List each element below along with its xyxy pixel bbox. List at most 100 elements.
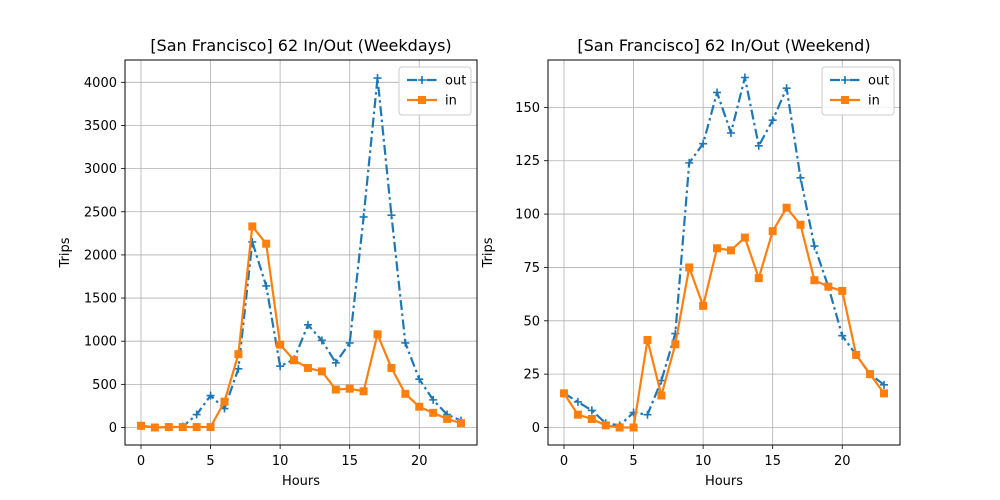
data-point-in bbox=[768, 227, 777, 236]
data-point-out bbox=[387, 211, 396, 220]
data-point-in bbox=[852, 350, 861, 359]
data-point-in bbox=[317, 367, 326, 376]
y-tick-label: 3500 bbox=[84, 119, 117, 134]
data-point-in bbox=[838, 286, 847, 295]
data-point-in bbox=[220, 397, 229, 406]
data-point-out bbox=[192, 410, 201, 419]
data-point-out bbox=[234, 364, 243, 373]
data-point-in bbox=[880, 389, 888, 398]
data-point-in bbox=[740, 233, 749, 242]
data-point-out bbox=[699, 139, 708, 148]
data-point-out bbox=[345, 338, 354, 347]
y-tick-label: 4000 bbox=[84, 76, 117, 91]
data-point-out bbox=[359, 212, 368, 221]
data-point-out bbox=[754, 141, 763, 150]
data-point-in bbox=[262, 239, 271, 248]
data-point-out bbox=[726, 128, 735, 137]
data-point-in bbox=[234, 350, 243, 359]
legend-marker-in bbox=[418, 96, 426, 104]
data-point-in bbox=[248, 222, 257, 231]
data-point-in bbox=[345, 384, 354, 393]
data-point-out bbox=[880, 380, 888, 389]
data-point-in bbox=[685, 263, 694, 272]
data-point-out bbox=[810, 242, 819, 251]
data-point-out bbox=[303, 320, 312, 329]
data-point-in bbox=[192, 423, 201, 432]
y-tick-label: 3000 bbox=[84, 162, 117, 177]
data-point-in bbox=[726, 246, 735, 255]
chart-title: [San Francisco] 62 In/Out (Weekdays) bbox=[150, 36, 451, 55]
data-point-in bbox=[276, 340, 285, 349]
legend-label-in: in bbox=[868, 94, 880, 109]
data-point-out bbox=[276, 362, 285, 371]
y-tick-label: 75 bbox=[523, 261, 540, 276]
data-point-in bbox=[359, 387, 368, 396]
data-point-out bbox=[373, 74, 382, 83]
x-tick-label: 15 bbox=[341, 454, 358, 469]
y-tick-label: 125 bbox=[515, 154, 540, 169]
data-point-out bbox=[713, 88, 722, 97]
y-tick-label: 2000 bbox=[84, 248, 117, 263]
data-point-in bbox=[290, 356, 299, 365]
data-point-in bbox=[137, 421, 145, 430]
data-point-out bbox=[768, 116, 777, 125]
data-point-in bbox=[866, 370, 875, 379]
legend-label-out: out bbox=[445, 74, 466, 89]
data-point-out bbox=[796, 173, 805, 182]
data-point-out bbox=[573, 397, 582, 406]
x-tick-label: 20 bbox=[834, 454, 851, 469]
legend-label-out: out bbox=[868, 74, 889, 89]
data-point-in bbox=[671, 340, 680, 349]
data-point-in bbox=[782, 203, 791, 212]
y-axis-label: Trips bbox=[58, 237, 73, 268]
x-axis-label: Hours bbox=[282, 474, 320, 489]
data-point-in bbox=[150, 423, 159, 432]
data-point-in bbox=[643, 336, 652, 344]
data-point-in bbox=[303, 363, 312, 372]
data-point-in bbox=[824, 282, 833, 291]
data-point-in bbox=[560, 389, 568, 398]
data-point-in bbox=[754, 274, 763, 283]
y-tick-label: 500 bbox=[92, 378, 117, 393]
y-tick-label: 0 bbox=[109, 421, 117, 436]
data-point-out bbox=[740, 73, 749, 82]
chart-weekend: [San Francisco] 62 In/Out (Weekend) Hour… bbox=[481, 36, 901, 489]
data-point-out bbox=[206, 391, 215, 400]
data-point-out bbox=[317, 336, 326, 345]
y-tick-label: 150 bbox=[515, 101, 540, 116]
legend-marker-out bbox=[841, 76, 849, 84]
data-point-in bbox=[331, 385, 340, 394]
data-point-in bbox=[657, 391, 666, 400]
data-point-in bbox=[178, 423, 187, 432]
legend-marker-out bbox=[418, 76, 426, 84]
data-point-out bbox=[782, 84, 791, 93]
x-tick-label: 10 bbox=[272, 454, 289, 469]
x-tick-label: 0 bbox=[560, 454, 568, 469]
data-point-out bbox=[587, 406, 596, 415]
data-point-out bbox=[262, 281, 271, 290]
x-tick-label: 5 bbox=[206, 454, 214, 469]
x-tick-label: 5 bbox=[629, 454, 637, 469]
data-point-out bbox=[838, 331, 847, 340]
x-tick-label: 15 bbox=[764, 454, 781, 469]
y-tick-label: 50 bbox=[523, 314, 540, 329]
data-point-in bbox=[415, 402, 424, 411]
data-point-in bbox=[601, 421, 610, 430]
data-point-out bbox=[415, 375, 424, 384]
data-point-in bbox=[810, 276, 819, 285]
data-point-in bbox=[629, 423, 638, 432]
x-tick-label: 10 bbox=[695, 454, 712, 469]
data-point-out bbox=[643, 410, 652, 419]
data-point-in bbox=[713, 244, 722, 253]
data-point-out bbox=[685, 158, 694, 167]
y-tick-label: 2500 bbox=[84, 205, 117, 220]
legend-label-in: in bbox=[445, 94, 457, 109]
y-tick-label: 1000 bbox=[84, 335, 117, 350]
legend-marker-in bbox=[841, 96, 849, 104]
axes-frame bbox=[124, 59, 478, 446]
data-point-in bbox=[373, 330, 382, 339]
y-tick-label: 25 bbox=[523, 368, 540, 383]
legend: out in bbox=[398, 66, 472, 116]
data-point-in bbox=[387, 363, 396, 372]
